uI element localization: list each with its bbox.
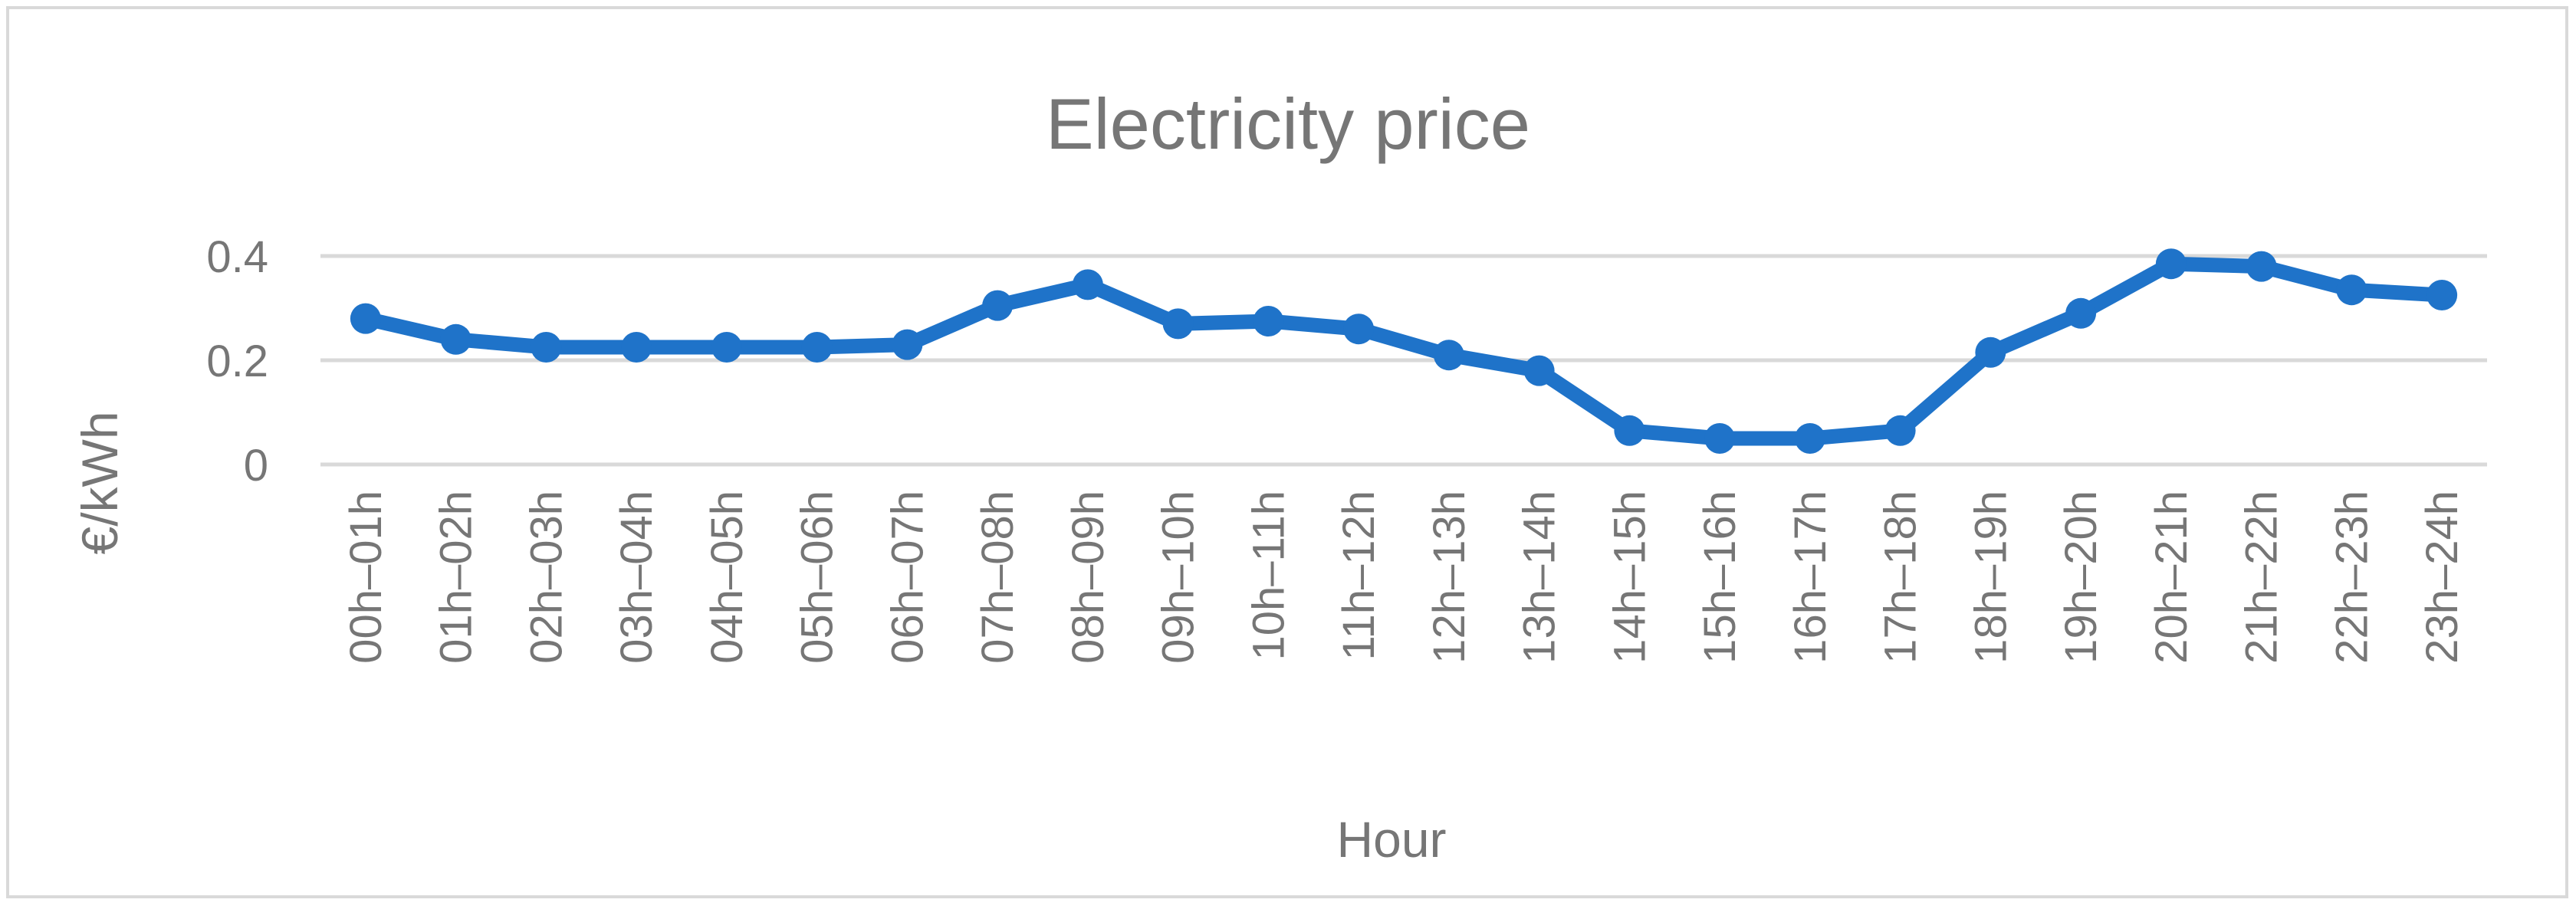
data-point <box>1975 336 2006 368</box>
data-point <box>2155 248 2187 280</box>
data-point <box>1072 269 1103 300</box>
data-point <box>2246 251 2277 282</box>
data-point <box>621 332 652 363</box>
data-point <box>440 323 472 355</box>
x-tick-label: 04h–05h <box>702 491 752 664</box>
x-tick-label: 03h–04h <box>612 491 662 664</box>
x-tick-label: 21h–22h <box>2237 491 2287 664</box>
data-point <box>1433 340 1464 371</box>
y-tick-labels: 0 0.2 0.4 <box>206 232 268 491</box>
x-tick-label: 20h–21h <box>2147 491 2196 664</box>
x-tick-label: 11h–12h <box>1334 491 1384 661</box>
data-point <box>2336 274 2367 306</box>
x-tick-label: 17h–18h <box>1876 491 1926 664</box>
data-point <box>1704 423 1736 454</box>
data-point <box>1343 313 1375 345</box>
data-point <box>2065 297 2097 329</box>
x-tick-label: 00h–01h <box>341 491 391 664</box>
x-tick-label: 15h–16h <box>1695 491 1745 664</box>
data-point <box>2426 280 2458 310</box>
x-tick-label: 02h–03h <box>521 491 571 664</box>
y-tick-label: 0.2 <box>206 336 268 386</box>
x-tick-label: 12h–13h <box>1424 491 1474 664</box>
data-point <box>801 332 833 363</box>
grid-lines <box>320 254 2487 467</box>
y-tick-label: 0 <box>244 441 268 491</box>
data-point <box>350 303 381 334</box>
x-tick-label: 14h–15h <box>1605 491 1654 664</box>
y-tick-label: 0.4 <box>206 232 268 282</box>
x-tick-label: 09h–10h <box>1154 491 1204 664</box>
series-group <box>350 248 2458 454</box>
data-point <box>1614 415 1645 446</box>
x-tick-label: 16h–17h <box>1786 491 1835 664</box>
data-point <box>892 329 923 360</box>
x-tick-label: 23h–24h <box>2417 491 2467 664</box>
data-point <box>1253 306 1284 336</box>
chart-frame <box>6 6 2568 898</box>
series-line <box>358 256 2450 446</box>
x-tick-label: 18h–19h <box>1966 491 2016 664</box>
x-tick-label: 01h–02h <box>432 491 481 664</box>
x-tick-label: 22h–23h <box>2327 491 2377 664</box>
chart-title: Electricity price <box>1046 84 1530 164</box>
data-point <box>1523 355 1555 386</box>
data-point <box>711 332 742 363</box>
x-tick-label: 07h–08h <box>973 491 1023 664</box>
x-axis-title: Hour <box>1336 811 1446 868</box>
x-tick-label: 19h–20h <box>2056 491 2106 664</box>
x-tick-label: 13h–14h <box>1515 491 1565 664</box>
data-point <box>982 290 1014 321</box>
data-point <box>1162 308 1194 340</box>
x-tick-label: 08h–09h <box>1063 491 1113 664</box>
x-tick-labels: 00h–01h 01h–02h 02h–03h 03h–04h 04h–05h 05h–0… <box>341 491 2467 664</box>
data-point <box>1794 423 1825 454</box>
data-point <box>531 332 562 363</box>
data-point <box>1884 415 1916 446</box>
x-tick-label: 10h–11h <box>1244 491 1293 661</box>
y-axis-title: €/kWh <box>71 411 128 554</box>
x-tick-label: 06h–07h <box>882 491 932 664</box>
x-tick-label: 05h–06h <box>793 491 843 664</box>
